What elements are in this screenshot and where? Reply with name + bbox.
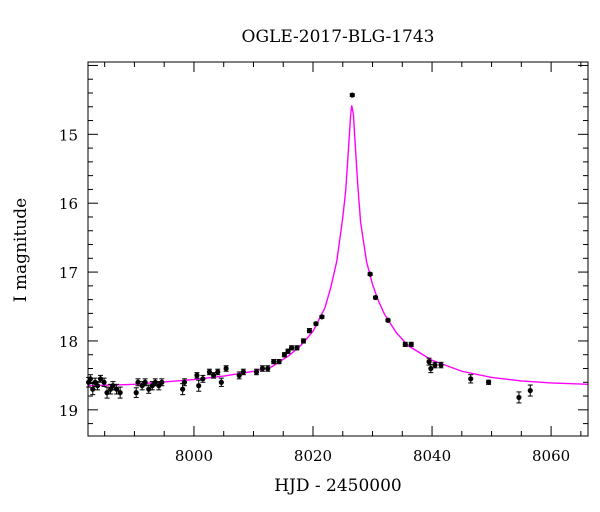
data-point	[101, 379, 107, 385]
data-point	[426, 359, 432, 365]
x-tick-label: 8060	[532, 447, 570, 465]
data-point	[180, 386, 186, 392]
data-point	[194, 372, 200, 378]
data-point	[313, 321, 319, 327]
data-point	[402, 341, 408, 347]
data-points	[85, 92, 533, 404]
plot-frame	[87, 61, 589, 437]
data-point	[265, 365, 271, 372]
y-tick-label: 16	[59, 195, 78, 213]
data-point	[215, 369, 221, 375]
data-point	[516, 394, 522, 401]
x-axis-label: HJD - 2450000	[274, 476, 402, 496]
data-point	[271, 359, 277, 365]
data-point	[200, 376, 206, 382]
data-point	[139, 383, 145, 389]
data-point	[156, 383, 162, 389]
model-curve	[87, 105, 589, 387]
data-point	[288, 345, 295, 351]
chart-title: OGLE-2017-BLG-1743	[242, 27, 435, 47]
data-point	[300, 338, 307, 344]
data-point	[527, 387, 533, 394]
y-tick-label: 15	[59, 126, 78, 144]
data-point	[438, 362, 444, 368]
data-point	[372, 294, 379, 301]
data-point	[253, 369, 260, 375]
data-point	[149, 383, 155, 389]
data-point	[408, 341, 414, 347]
data-point	[240, 369, 246, 375]
data-point	[94, 383, 101, 389]
data-point	[146, 386, 152, 392]
data-point	[152, 379, 158, 385]
data-point	[90, 386, 96, 392]
y-tick-label: 17	[59, 264, 78, 282]
data-point	[319, 314, 325, 320]
data-point	[468, 376, 474, 382]
x-tick-label: 8000	[175, 447, 213, 465]
data-point	[87, 376, 93, 382]
data-point	[349, 92, 355, 98]
y-axis-label: I magnitude	[11, 198, 31, 302]
data-point	[223, 365, 229, 372]
data-point	[196, 383, 202, 389]
data-point	[306, 328, 313, 334]
data-point	[159, 379, 165, 385]
data-point	[428, 365, 434, 372]
data-point	[181, 379, 188, 385]
data-point	[113, 386, 120, 392]
data-point	[259, 365, 266, 372]
data-point	[485, 379, 492, 385]
data-point	[432, 362, 438, 368]
x-tick-label: 8020	[294, 447, 332, 465]
data-point	[367, 271, 373, 277]
data-point	[294, 345, 300, 351]
data-point	[210, 372, 217, 378]
data-point	[97, 376, 104, 382]
data-point	[133, 390, 139, 396]
data-point	[142, 379, 148, 385]
axis-ticks	[88, 62, 588, 436]
model-layer	[87, 105, 589, 387]
data-point	[385, 317, 391, 323]
tick-labels: 8000 8020 8040 8060 15 16 17 18 19	[59, 126, 570, 465]
data-point	[135, 379, 141, 385]
data-point	[218, 379, 224, 385]
data-point	[117, 390, 123, 396]
y-tick-label: 19	[59, 402, 78, 420]
x-tick-label: 8040	[413, 447, 451, 465]
data-point	[276, 359, 282, 365]
data-point	[236, 372, 242, 378]
data-point	[206, 369, 213, 375]
y-tick-label: 18	[59, 333, 78, 351]
